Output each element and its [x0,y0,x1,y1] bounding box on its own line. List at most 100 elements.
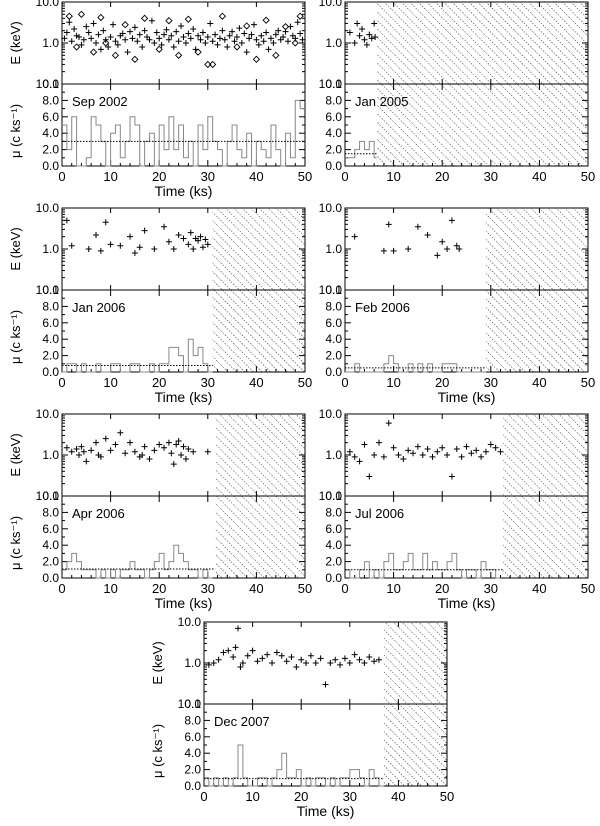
time-tick-label: 0 [58,169,65,184]
panel-apr-2006: 0.1 1.0 10.0 E (keV) 0.0 2.0 4.0 6.0 8.0 10.0 0 10 2… [8,407,312,611]
photon-plus-marker [283,658,290,665]
photon-plus-marker [63,217,70,224]
rate-panel: 0.0 2.0 4.0 6.0 8.0 10.0 0 10 20 30 40 50 Time (ks) J… [319,489,596,611]
photon-plus-marker [80,36,87,43]
photon-plus-marker [210,660,217,666]
photon-plus-marker [173,28,180,35]
photon-plus-marker [371,452,378,458]
photon-plus-marker [346,448,353,455]
photon-plus-marker [63,444,70,451]
photon-plus-marker [190,246,197,252]
rate-tick-label: 2.0 [42,349,59,363]
rate-tick-label: 0.0 [42,159,59,173]
photon-diamond-marker [281,23,290,31]
photon-plus-marker [487,441,494,448]
photon-plus-marker [221,36,228,43]
energy-tick-label: 1.0 [184,656,201,670]
photon-plus-marker [85,246,92,252]
energy-tick-label: 1.0 [42,448,59,462]
photon-plus-marker [322,681,329,688]
photon-plus-marker [195,32,202,39]
photon-plus-marker [88,447,95,454]
photon-plus-marker [202,236,209,243]
rate-tick-label: 0.0 [325,571,342,585]
photon-plus-marker [215,656,222,663]
photon-plus-marker [131,448,138,455]
photon-plus-marker [482,448,489,455]
photon-plus-marker [298,656,305,663]
time-tick-label: 50 [298,375,312,390]
photon-diamond-marker [72,43,81,51]
photon-plus-marker [265,46,272,53]
photon-plus-marker [361,660,368,666]
rate-tick-label: 6.0 [325,316,342,330]
photon-plus-marker [117,242,124,249]
time-tick-label: 50 [440,789,454,804]
energy-tick-label: 0.1 [184,697,201,711]
rate-tick-label: 4.0 [325,538,342,552]
photon-plus-marker [478,453,485,460]
photon-plus-marker [237,663,244,670]
photon-plus-marker [216,35,223,42]
rate-tick-label: 10.0 [36,489,60,503]
rate-histogram [62,99,305,167]
rate-panel: 0.0 2.0 4.0 6.0 8.0 10.0 0 10 20 30 40 50 Time (ks) μ… [8,77,312,199]
photon-plus-marker [212,31,219,38]
photon-plus-marker [168,450,175,457]
rate-tick-label: 0.0 [42,571,59,585]
energy-tick-label: 1.0 [42,242,59,256]
photon-plus-marker [187,229,194,236]
time-tick-label: 10 [103,375,117,390]
photon-plus-marker [225,647,232,654]
photon-plus-marker [80,448,87,455]
photon-plus-marker [264,651,271,658]
photon-plus-marker [161,444,168,451]
rate-tick-label: 6.0 [42,316,59,330]
photon-plus-marker [61,35,68,42]
rate-tick-label: 6.0 [325,110,342,124]
rate-panel: 0.0 2.0 4.0 6.0 8.0 10.0 0 10 20 30 40 50 Time (ks) F… [319,283,596,405]
rate-tick-label: 6.0 [184,730,201,744]
photon-plus-marker [131,24,138,31]
photon-plus-marker [168,32,175,39]
photon-plus-marker [173,441,180,448]
photon-plus-marker [434,448,441,455]
photon-plus-marker [141,443,148,450]
photon-plus-marker [71,25,78,32]
photon-plus-marker [448,217,455,224]
photon-plus-marker [312,660,319,666]
rate-panel: 0.0 2.0 4.0 6.0 8.0 10.0 0 10 20 30 40 50 Jan 2005 [319,77,596,184]
photon-plus-marker [185,30,192,37]
photon-plus-marker [131,249,138,256]
time-tick-label: 20 [435,375,449,390]
photon-plus-marker [405,246,412,252]
photon-diamond-marker [296,12,304,20]
photon-plus-marker [185,241,192,248]
photon-plus-marker [317,655,324,662]
energy-tick-label: 10.0 [36,407,60,421]
photon-plus-marker [73,446,80,453]
photon-plus-marker [327,660,334,666]
photon-plus-marker [372,34,379,41]
rate-tick-label: 2.0 [325,349,342,363]
photon-plus-marker [122,450,129,457]
photon-plus-marker [224,43,231,50]
photon-plus-marker [270,40,277,46]
energy-tick-label: 0.1 [42,283,59,297]
photon-plus-marker [439,238,446,245]
photon-plus-marker [161,31,168,38]
observation-label: Jan 2005 [355,94,409,109]
photon-plus-marker [385,420,392,427]
rate-tick-label: 8.0 [325,505,342,519]
energy-tick-label: 10.0 [36,201,60,215]
photon-plus-marker [190,25,197,32]
photon-plus-marker [337,661,344,668]
photon-plus-marker [361,36,368,43]
photon-plus-marker [453,446,460,453]
photon-plus-marker [102,219,109,226]
photon-plus-marker [151,447,158,454]
photon-diamond-marker [209,60,217,69]
photon-plus-marker [236,25,243,32]
photon-plus-marker [146,36,153,43]
photon-plus-marker [182,40,189,46]
